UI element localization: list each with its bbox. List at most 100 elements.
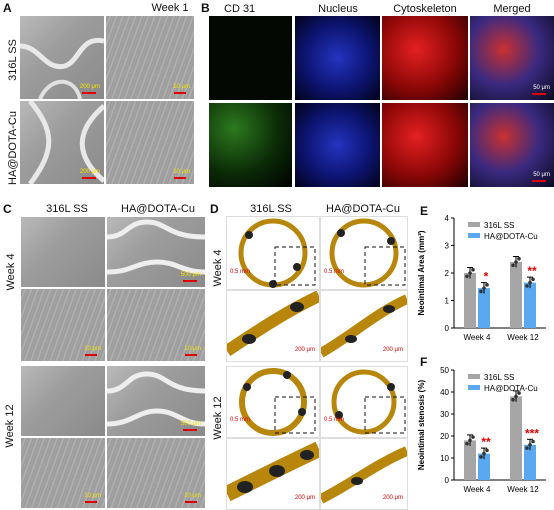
legend-swatch — [468, 374, 480, 379]
y-tick-label: 30 — [440, 410, 449, 419]
data-point — [482, 451, 486, 456]
panel-d-col-316l: 316L SS — [250, 203, 292, 215]
x-tick-label: Week 4 — [464, 333, 492, 342]
bar — [478, 288, 490, 328]
data-point — [485, 283, 489, 287]
legend-label: 316L SS — [484, 373, 514, 382]
sem-image-a-ha-high: 10 μm — [106, 101, 194, 184]
scalebar-label: 10 μm — [173, 169, 190, 175]
data-point — [479, 455, 483, 459]
data-point — [485, 448, 489, 453]
legend-label: HA@DOTA-Cu — [484, 384, 538, 393]
histology-d-316l-wk12: 0.5 mm — [226, 366, 320, 438]
fluorescence-merged-ha: 50 μm — [470, 103, 554, 187]
fluorescence-nucleus-316l — [295, 16, 380, 100]
data-point — [511, 397, 515, 402]
data-point — [517, 391, 521, 395]
scalebar-label: 10 μm — [173, 84, 190, 90]
data-point — [479, 289, 483, 294]
panel-b-label: B — [201, 1, 210, 15]
data-point — [471, 435, 475, 439]
panel-c-label: C — [3, 202, 12, 216]
y-axis-label: Neointimal Area (mm²) — [417, 230, 426, 315]
scalebar-label: 10 μm — [84, 346, 101, 352]
y-tick-label: 20 — [440, 432, 449, 441]
panel-d-row-week12: Week 12 — [212, 396, 224, 440]
scalebar-label: 0.5 mm — [324, 269, 345, 275]
scalebar-label: 200 μm — [294, 495, 315, 501]
y-tick-label: 50 — [440, 366, 449, 375]
bar — [510, 262, 522, 328]
panel-c-row-week4: Week 4 — [5, 253, 17, 291]
panel-c-row-week12: Week 12 — [4, 404, 16, 448]
data-point — [528, 443, 532, 447]
scalebar — [82, 177, 96, 179]
legend-swatch — [468, 222, 480, 227]
panel-b-col-nucleus: Nucleus — [318, 3, 358, 15]
y-tick-label: 3 — [445, 242, 450, 251]
data-point — [471, 267, 475, 272]
data-point — [531, 439, 535, 444]
scalebar-label: 200 μm — [294, 347, 315, 353]
panel-d-row-week4: Week 4 — [212, 249, 224, 287]
scalebar — [174, 92, 186, 94]
scalebar-label: 0.5 mm — [230, 269, 251, 275]
data-point — [465, 274, 469, 279]
scalebar-label: 0.5 mm — [324, 417, 345, 423]
fluorescence-cd31-ha — [209, 103, 292, 187]
data-point — [465, 441, 469, 446]
panel-a-label: A — [3, 1, 12, 15]
y-tick-label: 40 — [440, 388, 449, 397]
panel-e-label: E — [420, 204, 429, 218]
scalebar — [183, 280, 197, 282]
bar — [510, 396, 522, 480]
scalebar — [174, 177, 186, 179]
panel-a-row-316l: 316L SS — [7, 39, 19, 81]
data-point — [525, 284, 529, 288]
histology-d-ha-wk4: 0.5 mm — [320, 216, 408, 290]
histology-d-ha-wk12-zoom: 200 μm — [320, 438, 408, 510]
sem-image-c-316l-wk4-low — [21, 217, 105, 287]
bar — [524, 444, 536, 480]
panel-a-week-label: Week 1 — [151, 2, 189, 14]
scalebar — [532, 93, 546, 95]
scalebar-label: 50 μm — [533, 85, 550, 91]
data-point — [482, 286, 486, 290]
scalebar — [85, 354, 97, 356]
panel-c-col-ha: HA@DOTA-Cu — [121, 203, 195, 215]
scalebar — [532, 180, 546, 182]
scalebar-label: 200 μm — [79, 84, 100, 90]
scalebar-label: 200 μm — [382, 347, 403, 353]
scalebar-label: 10 μm — [184, 493, 201, 499]
y-tick-label: 0 — [445, 324, 450, 333]
scalebar-label: 200 μm — [382, 495, 403, 501]
panel-f-label: F — [420, 355, 428, 369]
y-tick-label: 1 — [445, 297, 450, 306]
scalebar-label: 200 μm — [79, 169, 100, 175]
sem-image-c-316l-wk12-low — [21, 366, 105, 436]
data-point — [528, 280, 532, 285]
sem-image-c-ha-wk12-high: 10 μm — [107, 438, 205, 508]
fluorescence-nucleus-ha — [295, 103, 380, 187]
histology-d-316l-wk4: 0.5 mm — [226, 216, 320, 290]
scalebar-label: 10 μm — [184, 346, 201, 352]
panel-c-col-316l: 316L SS — [46, 203, 88, 215]
significance-marker: ** — [481, 435, 491, 449]
scalebar — [82, 92, 96, 94]
sem-image-c-ha-wk12-low: 500 μm — [107, 366, 205, 436]
x-tick-label: Week 12 — [507, 485, 539, 494]
x-tick-label: Week 12 — [507, 333, 539, 342]
panel-a-row-ha: HA@DOTA-Cu — [7, 111, 19, 185]
histology-d-ha-wk4-zoom: 200 μm — [320, 290, 408, 362]
bar — [478, 453, 490, 480]
significance-marker: * — [484, 270, 489, 284]
sem-image-a-316l-low: 200 μm — [20, 16, 104, 99]
fluorescence-merged-316l: 50 μm — [470, 16, 554, 100]
y-tick-label: 2 — [445, 269, 450, 278]
sem-image-a-ha-low: 200 μm — [20, 101, 104, 184]
fluorescence-cd31-316l — [209, 16, 292, 100]
data-point — [514, 394, 518, 399]
data-point — [511, 263, 515, 268]
scalebar-label: 50 μm — [533, 172, 550, 178]
sem-image-c-ha-wk4-high: 10 μm — [107, 289, 205, 361]
